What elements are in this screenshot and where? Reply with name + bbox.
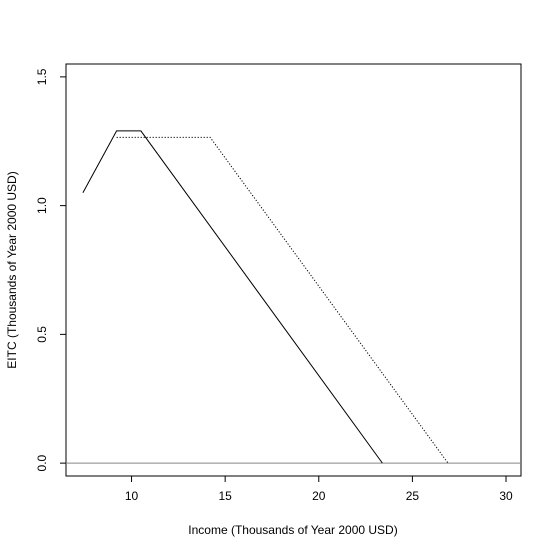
data-series: [82, 130, 449, 464]
plot-frame: [65, 63, 522, 477]
y-axis: 0.0 0.5 1.0 1.5: [35, 68, 66, 471]
x-tick-label: 15: [218, 489, 232, 503]
y-tick-label: 1.5: [35, 68, 49, 85]
y-tick-label: 1.0: [35, 197, 49, 214]
y-axis-title: EITC (Thousands of Year 2000 USD): [5, 171, 19, 368]
x-tick-label: 25: [406, 489, 420, 503]
series-line-2-dotted: [116, 136, 449, 464]
y-tick-label: 0.5: [35, 326, 49, 343]
x-axis: 10 15 20 25 30: [125, 476, 513, 503]
x-tick-label: 10: [125, 489, 139, 503]
x-tick-label: 20: [312, 489, 326, 503]
y-tick-label: 0.0: [35, 454, 49, 471]
x-axis-title: Income (Thousands of Year 2000 USD): [188, 523, 397, 537]
x-tick-label: 30: [499, 489, 513, 503]
series-line-1-solid: [82, 130, 383, 464]
